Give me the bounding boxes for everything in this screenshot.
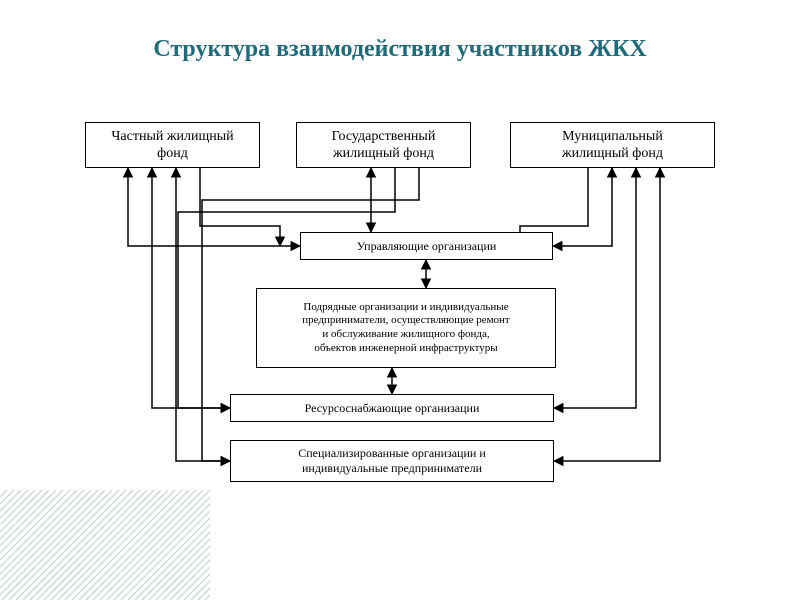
node-state: Государственный жилищный фонд — [296, 122, 471, 168]
edge-priv-resource — [152, 168, 230, 408]
page-title: Структура взаимодействия участников ЖКХ — [0, 36, 800, 63]
edge-priv-mid — [200, 168, 280, 246]
node-special: Специализированные организации и индивид… — [230, 440, 554, 482]
edge-muni-mgmt — [553, 168, 612, 246]
node-contract: Подрядные организации и индивидуальные п… — [256, 288, 556, 368]
node-resource: Ресурсоснабжающие организации — [230, 394, 554, 422]
edge-muni-special — [554, 168, 660, 461]
edge-priv-mgmt — [128, 168, 300, 246]
node-private: Частный жилищный фонд — [85, 122, 260, 168]
edge-muni-resource — [554, 168, 636, 408]
edge-priv-special — [176, 168, 230, 461]
node-municipal: Муниципальный жилищный фонд — [510, 122, 715, 168]
node-mgmt: Управляющие организации — [300, 232, 553, 260]
corner-decoration — [0, 490, 210, 600]
